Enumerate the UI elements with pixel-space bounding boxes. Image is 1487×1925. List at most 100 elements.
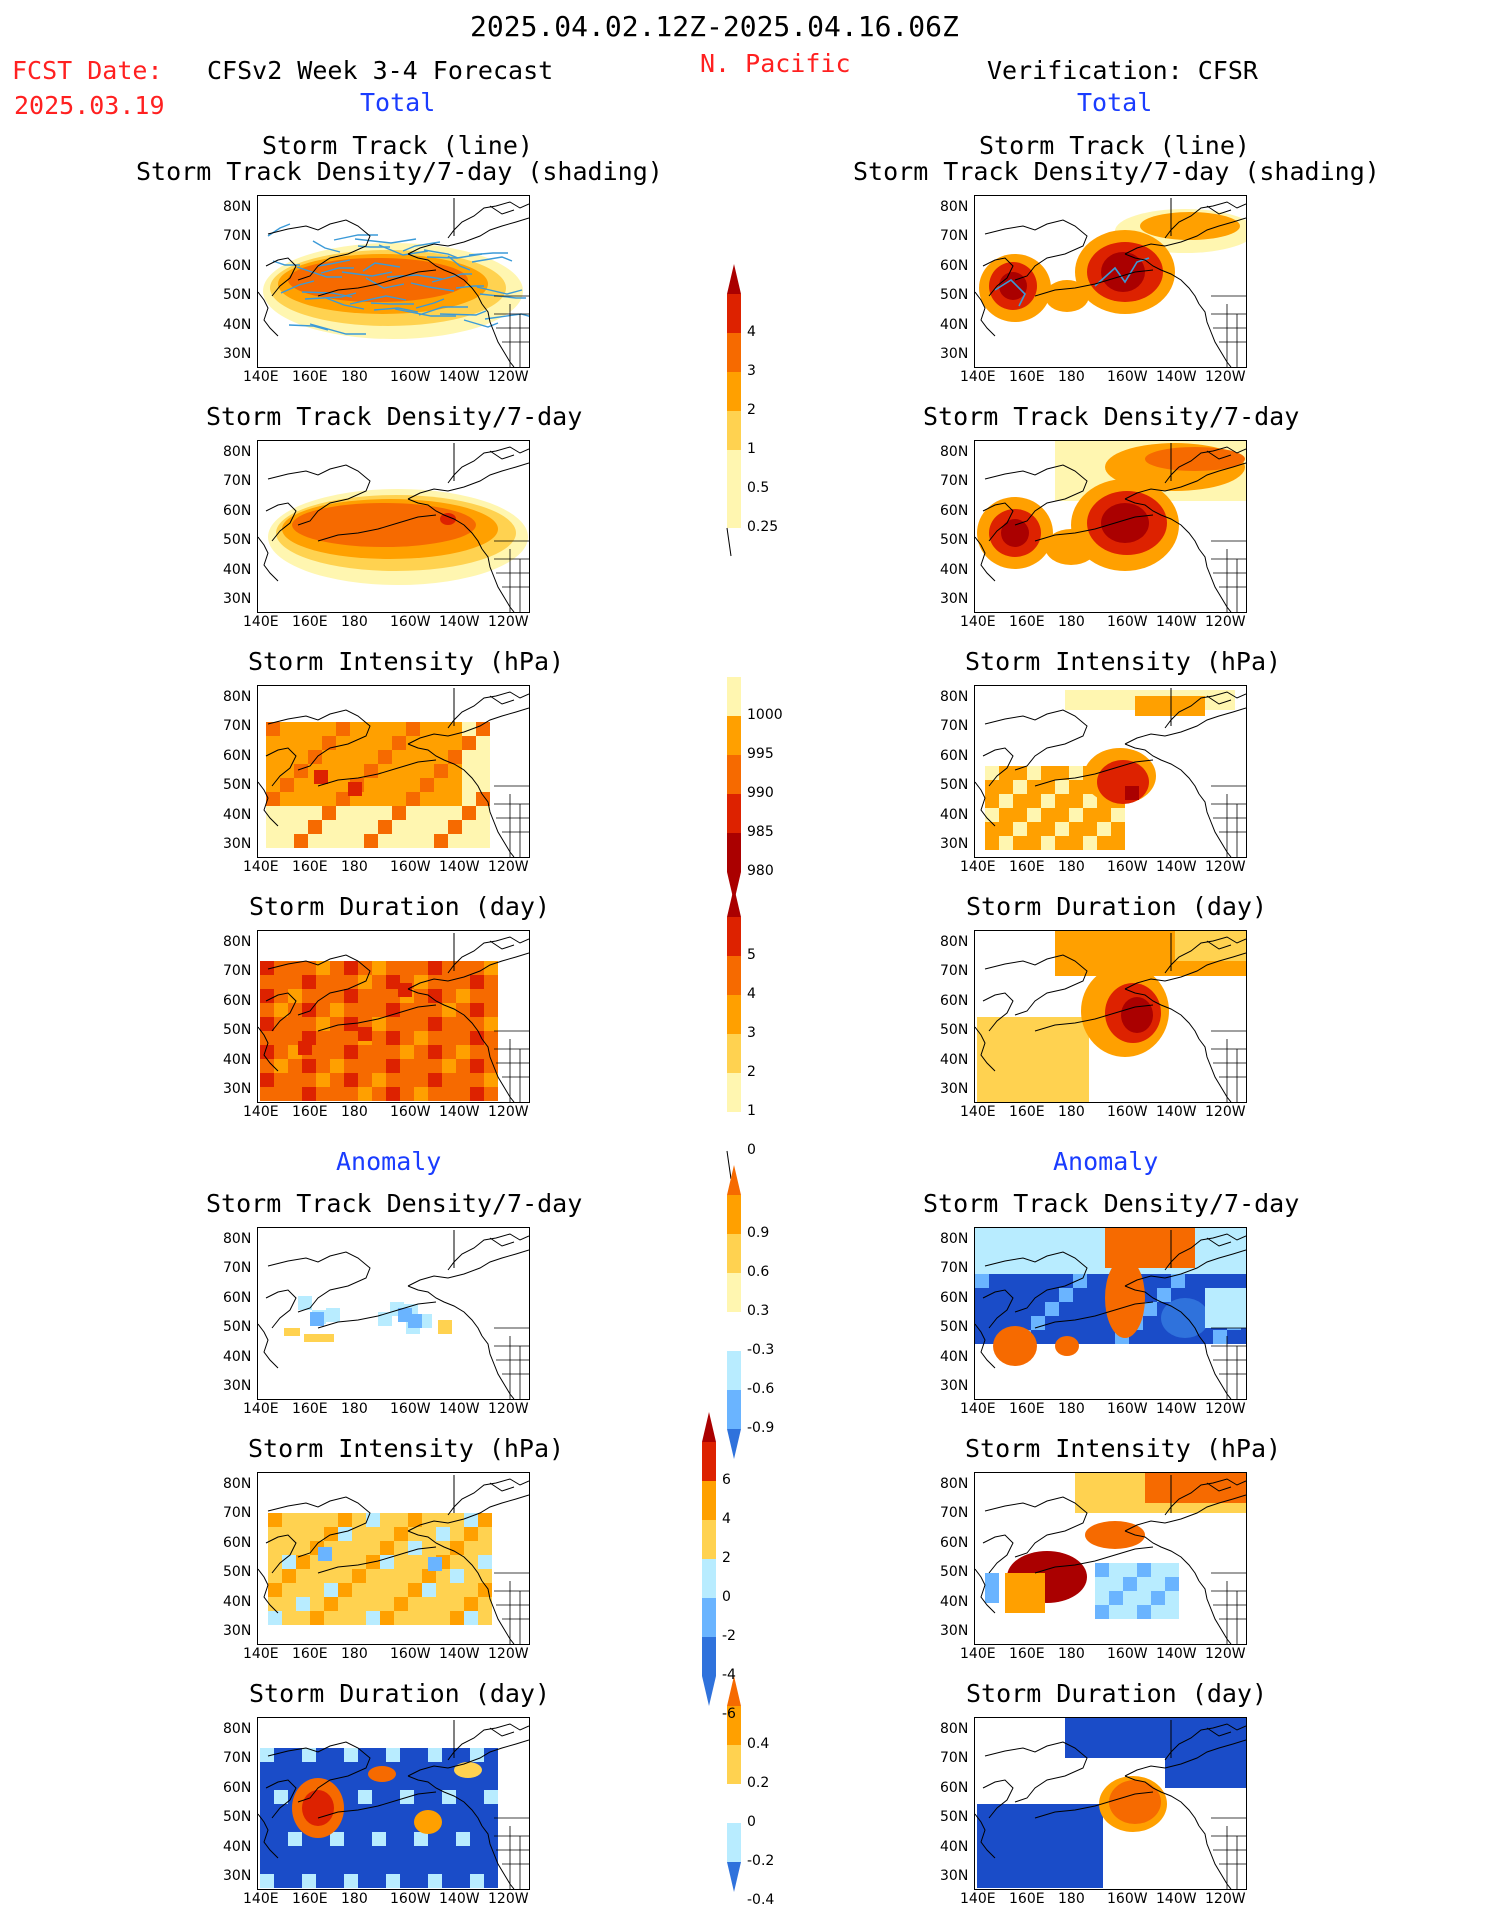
left-intensity-anom-title: Storm Intensity (hPa) [248, 1434, 565, 1463]
storm-track-line [312, 240, 341, 253]
coastline [1198, 1335, 1232, 1399]
colorbar-tick-label: -0.3 [747, 1342, 775, 1358]
colorbar-tick-label: -0.6 [747, 1381, 775, 1397]
lon-tick-label: 140W [439, 1104, 480, 1120]
colorbar-tick-label: 0.5 [747, 480, 770, 496]
lon-tick-label: 160E [292, 1104, 328, 1120]
coastline [982, 257, 1014, 297]
lat-tick-label: 50N [940, 1564, 969, 1581]
lat-tick-label: 60N [940, 502, 969, 519]
coastline [1198, 303, 1232, 367]
lon-tick-label: 140W [1156, 1104, 1197, 1120]
coastline [1124, 253, 1200, 305]
colorbar-tick-label: 980 [747, 863, 774, 879]
coastline [481, 303, 515, 367]
lon-tick-label: 120W [1205, 1891, 1246, 1907]
colorbar-tick-label: 6 [722, 1472, 731, 1488]
coastline [407, 1530, 483, 1582]
coastline [407, 253, 483, 305]
lat-tick-label: 80N [223, 199, 252, 215]
storm-track-line [468, 252, 508, 256]
coastline [317, 1301, 437, 1329]
left-duration-panel [257, 930, 530, 1103]
storm-track-line [415, 298, 445, 309]
coastline [1124, 1494, 1246, 1532]
lon-tick-label: 160W [390, 859, 431, 875]
coastline [317, 759, 437, 787]
lat-tick-label: 70N [940, 963, 969, 980]
lon-tick-label: 160W [390, 614, 431, 630]
lon-tick-label: 140W [439, 1401, 480, 1417]
lat-tick-label: 40N [223, 1348, 252, 1365]
lon-tick-label: 180 [1058, 1401, 1085, 1417]
lon-tick-label: 140W [1156, 1401, 1197, 1417]
colorbar-tick-label: 4 [747, 324, 756, 340]
lon-tick-label: 160W [1107, 1104, 1148, 1120]
lon-tick-label: 140W [1156, 369, 1197, 385]
storm-track-line [463, 319, 499, 328]
coastline [489, 940, 515, 950]
left-duration-anom-title: Storm Duration (day) [249, 1679, 551, 1708]
map-field [258, 443, 529, 612]
storm-track-line [341, 271, 393, 277]
coastline [447, 936, 529, 974]
lat-tick-label: 70N [223, 473, 252, 490]
right-duration-panel [974, 930, 1247, 1103]
coastline [265, 1289, 297, 1329]
storm-track-line [325, 297, 365, 310]
total-label-right: Total [1077, 88, 1153, 117]
colorbar-tick-label: 3 [747, 363, 756, 379]
lon-tick-label: 180 [1058, 859, 1085, 875]
right-density-anom-title: Storm Track Density/7-day [923, 1189, 1300, 1218]
coastline [975, 781, 996, 827]
coastline [258, 291, 279, 337]
coastline [982, 1779, 1014, 1819]
lat-tick-label: 60N [223, 1779, 252, 1796]
coastline [982, 1534, 1014, 1574]
colorbar-tick-label: 3 [747, 1025, 756, 1041]
map-field [975, 441, 1246, 612]
coastline [489, 1237, 515, 1247]
lat-tick-label: 60N [940, 747, 969, 764]
colorbar-tick-label: 995 [747, 746, 774, 762]
lat-tick-label: 80N [223, 934, 252, 950]
left-track-panel [257, 195, 530, 368]
lon-tick-label: 120W [488, 369, 529, 385]
lat-tick-label: 80N [223, 444, 252, 460]
storm-track-line [317, 259, 351, 267]
lat-tick-label: 50N [940, 1022, 969, 1039]
coastline [447, 1478, 529, 1516]
left-density-anom-panel [257, 1227, 530, 1400]
lon-tick-label: 120W [1205, 614, 1246, 630]
coastline [481, 1038, 515, 1102]
coastline [1124, 462, 1246, 500]
lat-tick-label: 30N [940, 1081, 969, 1097]
coastline [481, 548, 515, 612]
lat-tick-label: 70N [940, 228, 969, 245]
coastline [267, 1251, 371, 1313]
lat-tick-label: 80N [940, 444, 969, 460]
lat-tick-label: 80N [940, 199, 969, 215]
lat-tick-label: 60N [223, 1289, 252, 1306]
map-field [258, 198, 529, 367]
lat-tick-label: 30N [223, 591, 252, 607]
lat-tick-label: 40N [940, 806, 969, 823]
coastline [407, 498, 483, 550]
coastline [481, 793, 515, 857]
lon-tick-label: 140W [439, 1646, 480, 1662]
map-field [258, 1720, 529, 1889]
lon-tick-label: 160W [390, 1401, 431, 1417]
coastline [984, 709, 1088, 771]
right-density-panel [974, 440, 1247, 613]
lat-tick-label: 50N [940, 1809, 969, 1826]
coastline [984, 954, 1088, 1016]
storm-track-line [994, 278, 1026, 307]
lat-tick-label: 70N [223, 1260, 252, 1277]
lon-tick-label: 180 [1058, 1104, 1085, 1120]
coastline [407, 462, 529, 500]
coastline [407, 1285, 483, 1337]
lon-tick-label: 160E [1009, 1646, 1045, 1662]
lon-tick-label: 160E [292, 614, 328, 630]
right-intensity-anom-panel [974, 1472, 1247, 1645]
coastline [1198, 548, 1232, 612]
